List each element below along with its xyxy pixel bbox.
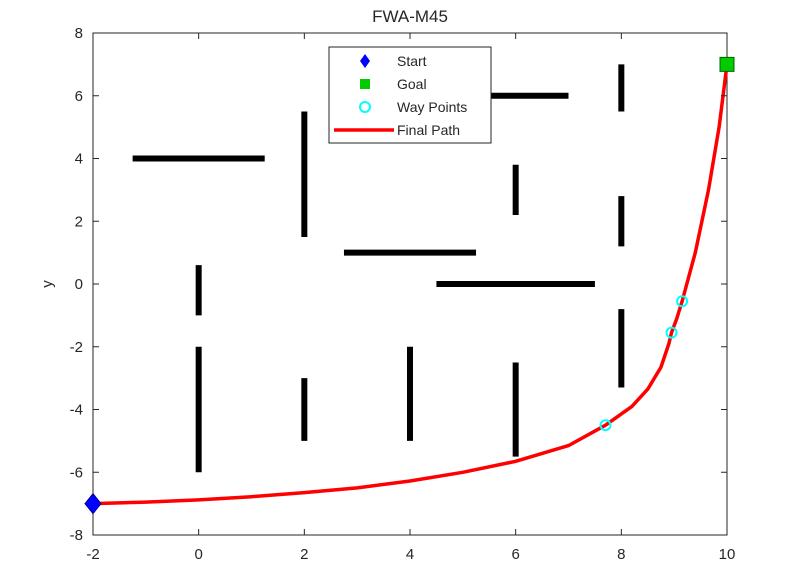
y-tick-label: 4 bbox=[75, 151, 83, 168]
axis-ticks: -2 0 2 4 6 8 10 -8 -6 -4 -2 0 2 4 6 8 bbox=[70, 25, 736, 563]
x-tick-label: 4 bbox=[406, 546, 414, 563]
x-tick-label: 6 bbox=[511, 546, 519, 563]
y-tick-label: -4 bbox=[70, 402, 83, 419]
y-tick-label: -6 bbox=[70, 464, 83, 481]
y-tick-label: -8 bbox=[70, 527, 83, 544]
y-tick-label: 0 bbox=[75, 276, 83, 293]
legend-entry-label: Goal bbox=[397, 76, 427, 92]
waypoint-marker bbox=[599, 419, 612, 432]
legend-start-marker bbox=[360, 54, 370, 68]
x-tick-label: 10 bbox=[719, 546, 736, 563]
legend-waypoint-marker bbox=[359, 101, 371, 113]
start-marker bbox=[84, 492, 102, 515]
legend-goal-marker bbox=[360, 79, 370, 89]
chart-title: FWA-M45 bbox=[372, 7, 448, 26]
x-tick-label: 2 bbox=[300, 546, 308, 563]
y-tick-label: 6 bbox=[75, 88, 83, 105]
legend-entry-label: Way Points bbox=[397, 99, 467, 115]
goal-marker bbox=[719, 56, 735, 72]
y-tick-label: 2 bbox=[75, 213, 83, 230]
y-axis-label: y bbox=[39, 280, 56, 288]
legend: Start Goal Way Points Final Path bbox=[328, 46, 492, 144]
legend-entry-label: Final Path bbox=[397, 122, 460, 138]
legend-box bbox=[328, 46, 492, 144]
final-path-line bbox=[92, 64, 729, 506]
series-layer bbox=[84, 56, 735, 515]
x-tick-label: 0 bbox=[194, 546, 202, 563]
obstacles bbox=[132, 64, 625, 473]
x-tick-label: -2 bbox=[86, 546, 99, 563]
waypoint-marker bbox=[676, 295, 689, 308]
y-tick-label: 8 bbox=[75, 25, 83, 42]
legend-entry-label: Start bbox=[397, 53, 427, 69]
waypoint-marker bbox=[665, 326, 678, 339]
y-tick-label: -2 bbox=[70, 339, 83, 356]
x-tick-label: 8 bbox=[617, 546, 625, 563]
